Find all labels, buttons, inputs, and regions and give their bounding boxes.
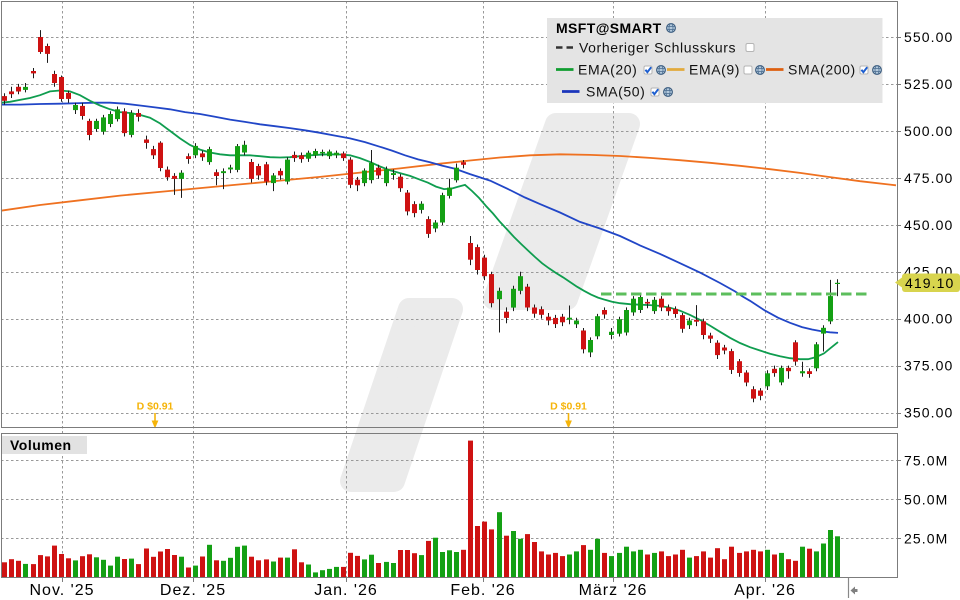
svg-text:525.00: 525.00 (904, 76, 953, 92)
svg-text:50.0M: 50.0M (904, 492, 948, 508)
svg-text:Apr. '26: Apr. '26 (734, 582, 796, 599)
svg-text:EMA(9): EMA(9) (689, 62, 740, 78)
svg-text:350.00: 350.00 (904, 405, 953, 421)
svg-text:Dez. '25: Dez. '25 (160, 582, 226, 599)
svg-text:Feb. '26: Feb. '26 (450, 582, 515, 599)
svg-text:400.00: 400.00 (904, 311, 953, 327)
svg-text:EMA(20): EMA(20) (578, 62, 637, 78)
svg-text:Volumen: Volumen (10, 437, 72, 453)
svg-text:D $0.91: D $0.91 (550, 401, 587, 413)
svg-text:März '26: März '26 (579, 582, 648, 599)
svg-text:Vorheriger Schlusskurs: Vorheriger Schlusskurs (579, 40, 736, 56)
svg-text:D $0.91: D $0.91 (137, 401, 174, 413)
svg-text:SMA(50): SMA(50) (586, 84, 645, 100)
svg-text:450.00: 450.00 (904, 217, 953, 233)
svg-text:375.00: 375.00 (904, 358, 953, 374)
svg-text:25.0M: 25.0M (904, 531, 948, 547)
svg-text:MSFT@SMART: MSFT@SMART (556, 20, 662, 36)
svg-text:550.00: 550.00 (904, 29, 953, 45)
svg-text:SMA(200): SMA(200) (788, 62, 856, 78)
svg-text:475.00: 475.00 (904, 170, 953, 186)
svg-text:500.00: 500.00 (904, 123, 953, 139)
svg-text:Jan. '26: Jan. '26 (314, 582, 378, 599)
svg-text:Nov. '25: Nov. '25 (29, 582, 94, 599)
svg-text:75.0M: 75.0M (904, 453, 948, 469)
svg-text:419.10: 419.10 (905, 275, 954, 291)
